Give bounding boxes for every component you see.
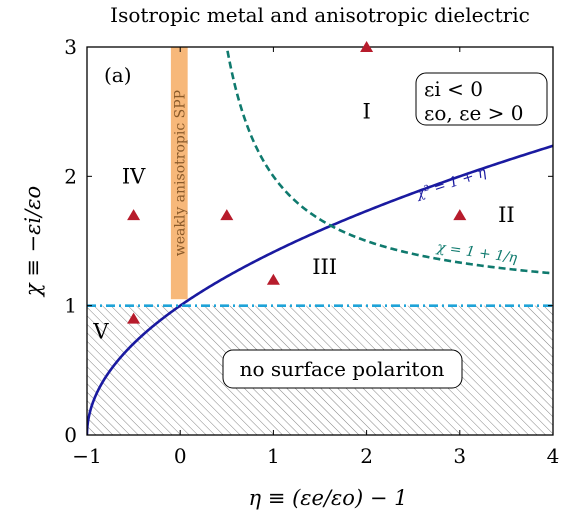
conditions-box: εi < 0 εo, εe > 0 [415, 72, 548, 126]
region-label: III [312, 255, 337, 279]
y-tick-label: 3 [64, 35, 77, 59]
data-point [360, 41, 374, 52]
no-polariton-box: no surface polariton [222, 349, 463, 389]
x-tick-label: 0 [174, 444, 187, 468]
data-point [127, 312, 141, 324]
region-label: I [362, 100, 370, 124]
x-tick-label: 1 [267, 444, 280, 468]
region-label: IV [122, 164, 146, 188]
x-tick-label: 3 [453, 444, 466, 468]
y-axis-label: χ ≡ −εi/εo [21, 186, 45, 298]
series-label-sqrt: χ² = 1 + η [413, 164, 489, 202]
band-label: weakly anisotropic SPP [172, 90, 188, 256]
y-tick-label: 0 [64, 423, 77, 447]
series-line-hyperbola [225, 47, 553, 275]
chart-title: Isotropic metal and anisotropic dielectr… [110, 3, 530, 27]
series-label-hyperbola: χ = 1 + 1/η [435, 239, 519, 266]
plot-frame [86, 46, 554, 436]
condition-line-2: εo, εe > 0 [424, 101, 524, 125]
data-point [220, 209, 234, 221]
no-polariton-label: no surface polariton [240, 357, 445, 381]
data-point [266, 273, 280, 285]
y-tick-label: 1 [64, 294, 77, 318]
x-tick-label: 2 [360, 444, 373, 468]
series-line-sqrt [87, 144, 553, 435]
region-label: II [498, 203, 515, 227]
x-tick-label: 4 [547, 444, 560, 468]
panel-label: (a) [104, 63, 132, 87]
x-axis-label: η ≡ (εe/εo) − 1 [249, 486, 408, 510]
y-tick-label: 2 [64, 164, 77, 188]
weak-anisotropic-band [170, 47, 188, 300]
data-point [127, 209, 141, 221]
x-tick-label: −1 [72, 444, 101, 468]
condition-line-1: εi < 0 [424, 77, 483, 101]
data-point [453, 209, 467, 221]
region-label: V [92, 320, 109, 344]
